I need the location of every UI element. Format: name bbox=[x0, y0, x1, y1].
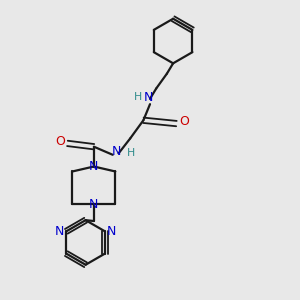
Text: N: N bbox=[112, 145, 121, 158]
Text: O: O bbox=[55, 134, 65, 148]
Text: N: N bbox=[144, 91, 153, 104]
Text: N: N bbox=[89, 160, 98, 173]
Text: H: H bbox=[127, 148, 135, 158]
Text: H: H bbox=[134, 92, 142, 102]
Text: N: N bbox=[89, 198, 98, 211]
Text: N: N bbox=[55, 225, 64, 238]
Text: N: N bbox=[107, 225, 116, 238]
Text: O: O bbox=[179, 115, 189, 128]
